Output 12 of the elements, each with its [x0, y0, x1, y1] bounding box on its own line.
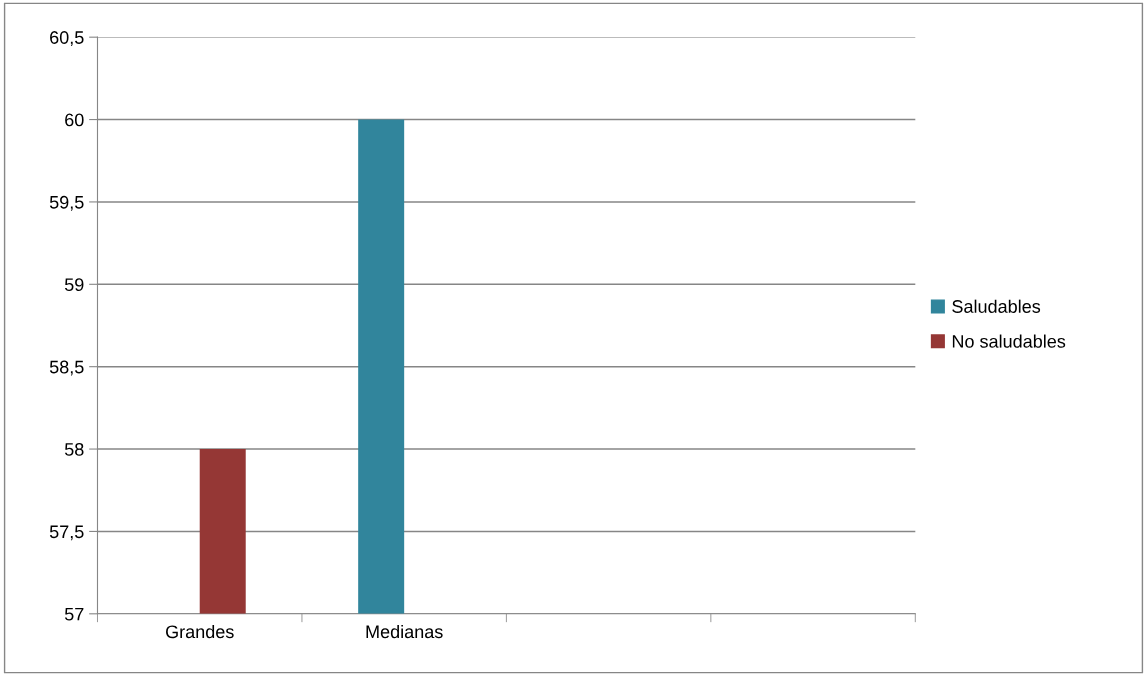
- y-tick-label: 57,5: [49, 525, 84, 541]
- y-tick-label: 59,5: [49, 195, 84, 211]
- legend-label: No saludables: [952, 334, 1066, 348]
- y-tick-label: 59: [64, 278, 84, 292]
- y-tick-label: 57: [64, 607, 84, 621]
- y-tick-label: 60,5: [50, 31, 84, 47]
- y-tick-label: 58,5: [49, 360, 84, 376]
- y-tick-label: 60: [65, 113, 84, 127]
- y-tick-label: 58: [64, 442, 84, 456]
- legend-label: Saludables: [952, 299, 1041, 313]
- x-tick-label: Medianas: [366, 624, 443, 639]
- x-tick-label: Grandes: [166, 624, 234, 639]
